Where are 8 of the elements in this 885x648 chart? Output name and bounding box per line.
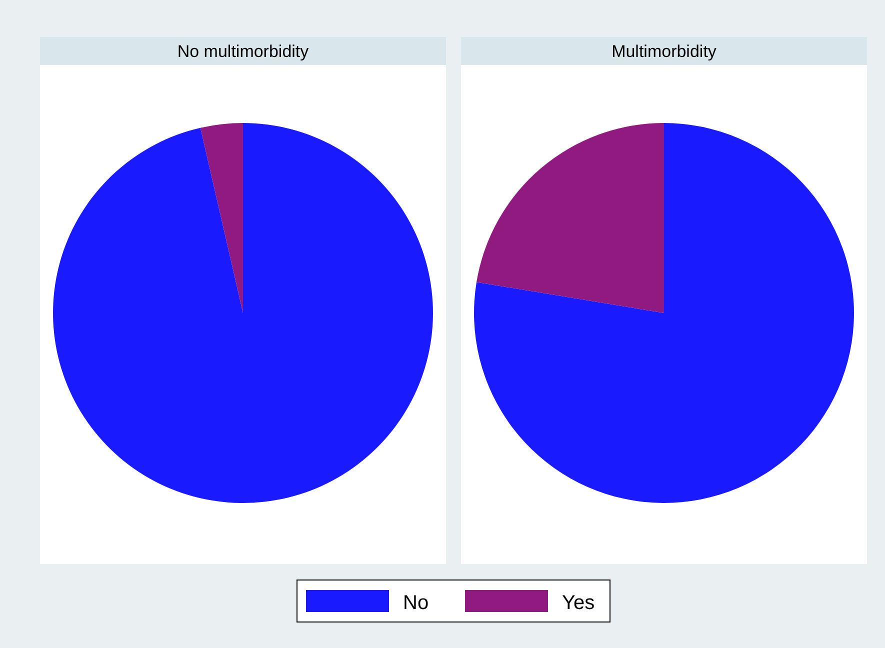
legend-label: No	[403, 592, 429, 614]
pie-slice	[476, 123, 664, 313]
pie-slice	[200, 123, 243, 313]
chart-title: Multimorbidity	[612, 42, 717, 61]
legend-label: Yes	[562, 592, 595, 614]
pie-slice	[53, 123, 433, 503]
pie-slice	[474, 123, 854, 503]
chart-title: No multimorbidity	[177, 42, 310, 61]
